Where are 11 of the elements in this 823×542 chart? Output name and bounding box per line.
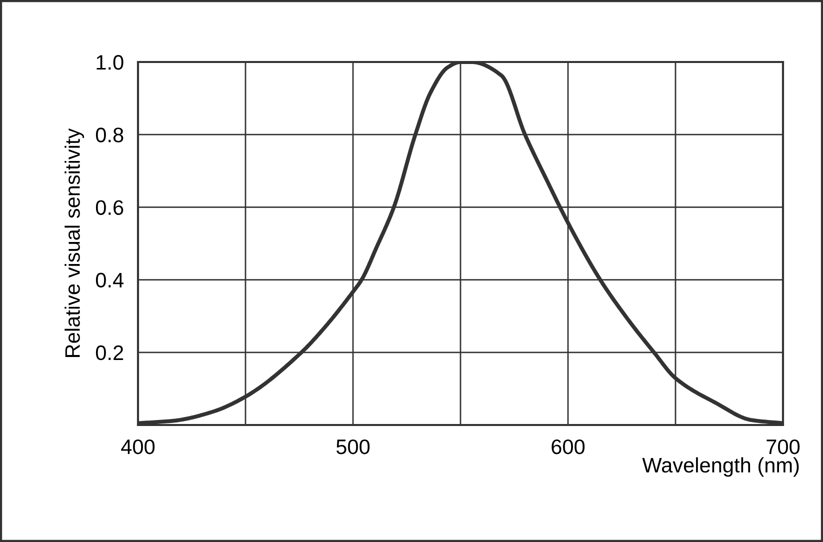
x-tick-label: 600 [552,439,585,454]
y-tick-label: 0.6 [96,200,124,215]
y-tick-label: 0.8 [96,128,124,142]
x-axis-title: Wavelength (nm) [642,457,799,477]
y-axis-title: Relative visual sensitivity [64,128,84,357]
y-tick-label: 0.2 [96,345,124,360]
x-tick-label: 500 [336,439,370,454]
y-tick-label: 1.0 [96,55,124,70]
y-tick-label: 0.4 [96,272,124,288]
x-tick-label: 700 [766,439,800,454]
x-tick-label: 400 [121,439,155,454]
